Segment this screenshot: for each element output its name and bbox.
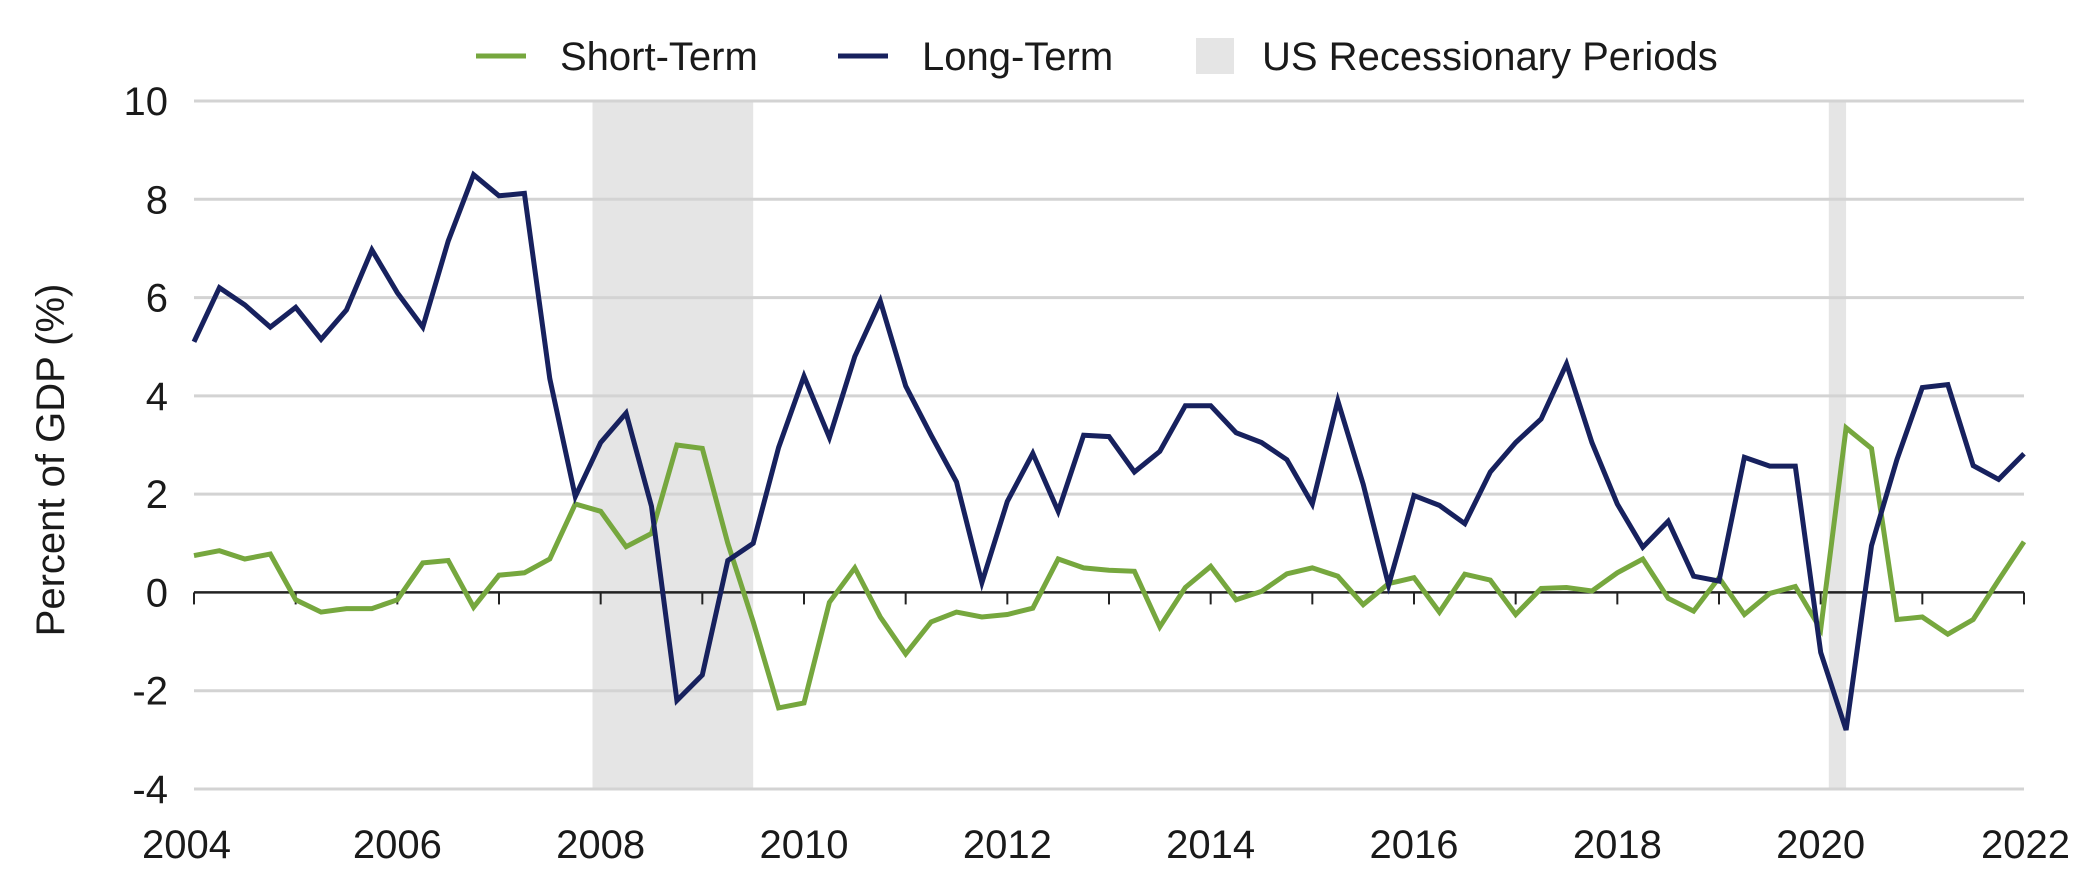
series-line-long-term [191, 170, 2026, 731]
y-tick-label-5: 0 [146, 571, 168, 615]
series-lines [191, 170, 2027, 731]
x-tick-label-2008: 2008 [556, 823, 645, 867]
y-tick-label-1: 8 [146, 178, 168, 222]
x-tick-label-2016: 2016 [1370, 823, 1459, 867]
y-tick-label-0: 10 [124, 80, 169, 124]
recession-band-2 [1828, 101, 1847, 789]
legend-label-short-term: Short-Term [560, 35, 758, 79]
x-axis [193, 591, 2025, 605]
legend-swatch-recession [1196, 38, 1234, 74]
y-axis-labels: 10 8 6 4 2 0 -2 -4 [124, 80, 169, 812]
x-axis-labels: 2004 2006 2008 2010 2012 2014 2016 2018 2020 2022 [142, 823, 2070, 867]
y-tick-label-6: -2 [132, 670, 168, 714]
legend-label-recession: US Recessionary Periods [1262, 35, 1718, 79]
x-tick-label-2022: 2022 [1981, 823, 2070, 867]
x-tick-label-2014: 2014 [1166, 823, 1255, 867]
series-line-short-term [193, 423, 2027, 711]
y-tick-label-4: 2 [146, 473, 168, 517]
x-tick-label-2004: 2004 [142, 823, 231, 867]
y-tick-label-7: -4 [132, 768, 168, 812]
y-tick-label-3: 4 [146, 375, 168, 419]
x-tick-label-2020: 2020 [1776, 823, 1865, 867]
x-tick-label-2012: 2012 [963, 823, 1052, 867]
legend-label-long-term: Long-Term [922, 35, 1113, 79]
x-tick-label-2006: 2006 [353, 823, 442, 867]
x-tick-label-2010: 2010 [760, 823, 849, 867]
y-tick-label-2: 6 [146, 277, 168, 321]
gridlines [194, 99, 2024, 791]
legend: Short-Term Long-Term US Recessionary Per… [476, 35, 1718, 79]
y-axis-title: Percent of GDP (%) [29, 284, 73, 637]
x-tick-label-2018: 2018 [1573, 823, 1662, 867]
